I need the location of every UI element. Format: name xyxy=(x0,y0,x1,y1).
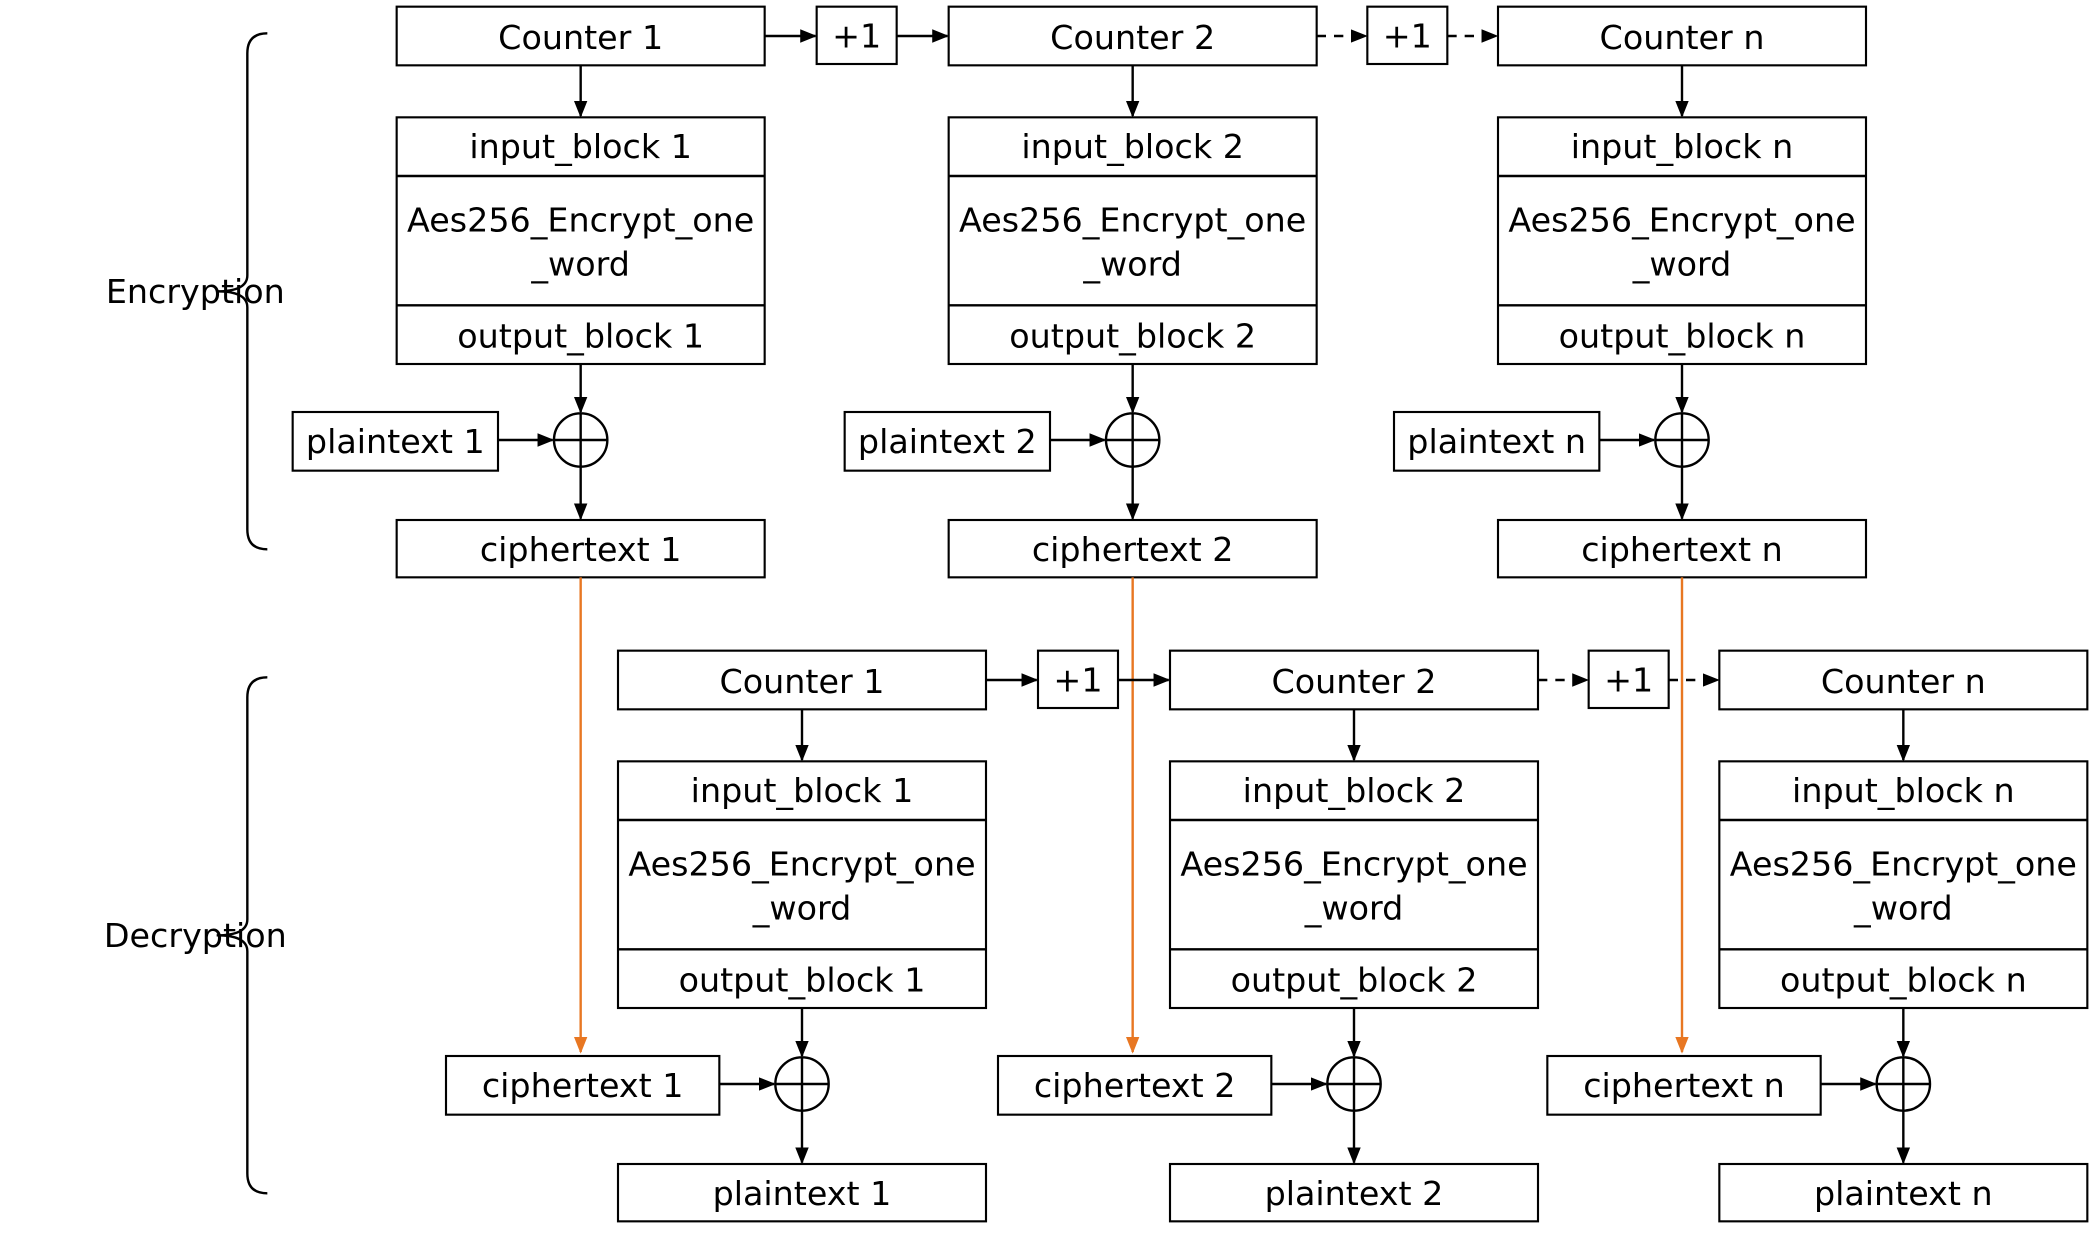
xor-cross xyxy=(1327,1057,1381,1111)
function-line: Aes256_Encrypt_one xyxy=(407,201,754,240)
function-line: _word xyxy=(530,245,630,284)
block-box xyxy=(616,760,988,1010)
increment: +1 xyxy=(1383,17,1432,56)
function-line: Aes256_Encrypt_one xyxy=(628,845,975,884)
counter-box xyxy=(1718,649,2089,711)
output-block: output_block 2 xyxy=(1009,317,1256,356)
input-block: input_block 1 xyxy=(469,127,692,166)
counter: Counter 2 xyxy=(1050,18,1215,57)
input-block: input_block 2 xyxy=(1021,127,1244,166)
block-box xyxy=(395,116,766,366)
side-input: plaintext n xyxy=(1407,422,1586,461)
counter: Counter n xyxy=(1600,18,1765,57)
section-label: Decryption xyxy=(104,916,287,955)
counter: Counter n xyxy=(1821,662,1986,701)
counter-box xyxy=(947,5,1318,67)
result: ciphertext n xyxy=(1581,530,1783,569)
xor-cross xyxy=(1876,1057,1930,1111)
increment: +1 xyxy=(832,17,881,56)
result: ciphertext 1 xyxy=(480,530,682,569)
counter-box xyxy=(1168,649,1540,711)
brace xyxy=(216,32,268,551)
xor-cross xyxy=(553,413,608,467)
result-box xyxy=(616,1162,988,1223)
result: plaintext 2 xyxy=(1265,1174,1444,1213)
result-box xyxy=(947,518,1318,579)
side-input: ciphertext n xyxy=(1583,1066,1785,1105)
side-box xyxy=(291,410,500,472)
xor-cross xyxy=(1106,413,1160,467)
increment-box xyxy=(1036,649,1120,710)
xor-cross xyxy=(775,1057,829,1111)
result-box xyxy=(1718,1162,2089,1223)
counter-box xyxy=(616,649,988,711)
output-block: output_block n xyxy=(1780,961,2027,1000)
xor-cross xyxy=(1655,413,1709,467)
section-label: Encryption xyxy=(106,272,285,311)
side-input: plaintext 1 xyxy=(306,422,485,461)
function-line: _word xyxy=(1304,889,1404,928)
output-block: output_block 1 xyxy=(679,961,926,1000)
block-box xyxy=(947,116,1318,366)
function-line: _word xyxy=(1632,245,1732,284)
result-box xyxy=(395,518,766,579)
input-block: input_block n xyxy=(1792,771,2015,810)
function-line: _word xyxy=(1853,889,1953,928)
function-line: _word xyxy=(752,889,852,928)
block-box xyxy=(1168,760,1540,1010)
result: plaintext 1 xyxy=(713,1174,892,1213)
output-block: output_block 1 xyxy=(457,317,704,356)
result: plaintext n xyxy=(1814,1174,1993,1213)
counter: Counter 2 xyxy=(1272,662,1437,701)
increment: +1 xyxy=(1053,661,1102,700)
function-line: Aes256_Encrypt_one xyxy=(1180,845,1527,884)
output-block: output_block 2 xyxy=(1231,961,1478,1000)
side-box xyxy=(1392,410,1601,472)
input-block: input_block n xyxy=(1571,127,1794,166)
side-box xyxy=(843,410,1052,472)
block-box xyxy=(1496,116,1868,366)
function-line: Aes256_Encrypt_one xyxy=(1508,201,1855,240)
side-input: ciphertext 2 xyxy=(1034,1066,1236,1105)
counter: Counter 1 xyxy=(720,662,885,701)
input-block: input_block 2 xyxy=(1243,771,1466,810)
result-box xyxy=(1168,1162,1540,1223)
brace xyxy=(216,676,268,1195)
side-box xyxy=(1546,1054,1822,1116)
function-line: Aes256_Encrypt_one xyxy=(959,201,1306,240)
side-box xyxy=(444,1054,721,1116)
side-box xyxy=(996,1054,1273,1116)
result: ciphertext 2 xyxy=(1032,530,1234,569)
side-input: plaintext 2 xyxy=(858,422,1037,461)
side-input: ciphertext 1 xyxy=(482,1066,684,1105)
input-block: input_block 1 xyxy=(691,771,914,810)
output-block: output_block n xyxy=(1559,317,1806,356)
function-line: Aes256_Encrypt_one xyxy=(1730,845,2077,884)
block-box xyxy=(1718,760,2089,1010)
result-box xyxy=(1496,518,1868,579)
function-line: _word xyxy=(1082,245,1182,284)
counter: Counter 1 xyxy=(498,18,663,57)
counter-box xyxy=(1496,5,1868,67)
increment: +1 xyxy=(1604,661,1653,700)
